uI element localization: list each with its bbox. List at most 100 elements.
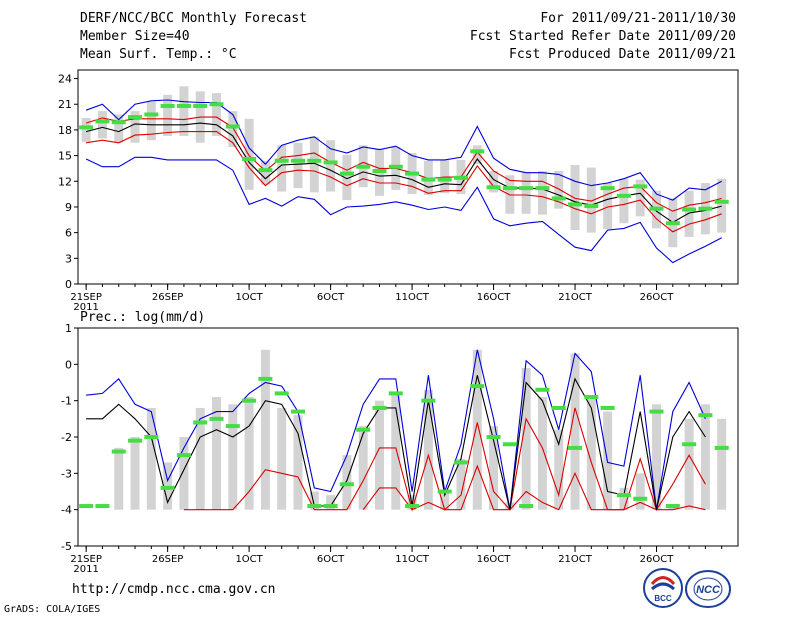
prec-x-tick-label: 21OCT: [558, 554, 593, 565]
prec-median-marker: [291, 409, 305, 414]
ncc-logo: NCC: [685, 570, 731, 608]
temp-spread-box: [586, 167, 596, 233]
prec-spread-box: [684, 418, 694, 510]
temp-y-tick-label: 9: [65, 201, 72, 214]
prec-median-marker: [519, 504, 534, 509]
prec-x-tick-label: 16OCT: [477, 554, 512, 565]
forecast-period: For 2011/09/21-2011/10/30: [540, 11, 736, 26]
temp-x-tick-label: 6OCT: [317, 292, 345, 303]
temp-x-tick-label: 16OCT: [477, 292, 512, 303]
temp-x-tick-label: 21OCT: [558, 292, 593, 303]
ncc-logo-globe: [693, 577, 723, 601]
member-size-label: Member Size=40: [80, 29, 190, 44]
prec-plot-frame: [77, 327, 739, 547]
temp-spread-box: [228, 111, 238, 148]
temp-median-marker: [698, 206, 713, 211]
prec-spread-box: [700, 404, 710, 510]
temp-spread-box: [260, 160, 270, 185]
prec-median-marker: [339, 482, 354, 487]
temp-median-marker: [193, 103, 208, 108]
temp-spread-box: [146, 101, 156, 141]
prec-spread-box: [358, 426, 368, 510]
temp-median-marker: [453, 175, 468, 180]
temp-median-marker: [160, 103, 175, 108]
prec-median-marker: [714, 445, 729, 450]
prec-median-marker: [633, 496, 648, 501]
temp-spread-box: [163, 94, 173, 136]
temp-spread-box: [489, 171, 499, 193]
prec-x-tick-label: 26OCT: [640, 554, 675, 565]
prec-mean-line: [86, 375, 706, 510]
prec-y-tick-label: 1: [65, 322, 72, 335]
temp-spread-box: [570, 165, 580, 231]
temp-x-year-label: 2011: [73, 302, 98, 313]
temp-y-tick-label: 12: [58, 175, 72, 188]
temp-median-marker: [519, 186, 534, 191]
prec-spread-box: [537, 397, 547, 510]
prec-spread-box: [244, 397, 254, 510]
ncc-logo-text: NCC: [696, 584, 721, 596]
temp-median-marker: [225, 124, 240, 129]
prec-median-marker: [584, 395, 599, 400]
temp-median-marker: [405, 171, 420, 176]
prec-median-marker: [225, 424, 240, 429]
prec-lower-line: [362, 464, 706, 511]
bcc-logo-arc-blue: [650, 582, 676, 591]
temp-spread-box: [114, 114, 124, 143]
prec-spread-box: [212, 397, 221, 510]
temp-spread-box: [521, 172, 531, 214]
prec-spread-box: [179, 437, 189, 510]
prec-max-line: [86, 349, 706, 510]
temp-median-marker: [616, 193, 631, 198]
prec-median-marker: [551, 405, 566, 410]
temp-spread-box: [717, 178, 727, 233]
prec-y-tick-label: -1: [61, 395, 72, 408]
prec-spread-box: [326, 495, 336, 510]
temp-median-marker: [323, 160, 338, 165]
prec-x-tick-label: 26SEP: [152, 554, 183, 565]
prec-median-marker: [568, 445, 583, 450]
chart-title: DERF/NCC/BCC Monthly Forecast: [80, 11, 307, 26]
prec-median-marker: [437, 489, 452, 494]
prec-y-tick-label: -3: [61, 467, 72, 480]
temp-median-marker: [339, 171, 354, 176]
temp-median-marker: [714, 199, 729, 204]
prec-median-marker: [160, 485, 175, 490]
temp-spread-box: [212, 93, 221, 136]
temp-median-marker: [388, 164, 403, 169]
prec-x-tick-label: 21SEP: [70, 554, 101, 565]
prec-median-marker: [682, 442, 697, 447]
prec-median-marker: [665, 504, 680, 509]
prec-y-tick-label: -2: [61, 431, 72, 444]
prec-spread-box: [554, 429, 564, 510]
temp-spread-box: [293, 142, 303, 189]
prec-spread-box: [489, 426, 499, 510]
temp-spread-box: [130, 111, 140, 143]
temp-y-tick-label: 6: [65, 227, 72, 240]
prec-x-tick-label: 1OCT: [235, 554, 263, 565]
temp-y-tick-label: 15: [58, 150, 72, 163]
prec-x-year-label: 2011: [73, 564, 98, 575]
temp-median-marker: [437, 177, 452, 182]
temp-median-marker: [584, 204, 599, 209]
prec-x-tick-label: 11OCT: [395, 554, 430, 565]
bcc-logo-text: BCC: [654, 594, 672, 603]
temp-median-marker: [258, 168, 273, 173]
bcc-logo-ring: [643, 568, 683, 608]
temp-median-marker: [242, 157, 257, 162]
temp-median-marker: [682, 207, 697, 212]
temp-median-marker: [600, 186, 615, 191]
temp-x-tick-label: 21SEP: [70, 292, 101, 303]
prec-spread-box: [570, 353, 580, 510]
temp-median-marker: [356, 164, 371, 169]
temp-median-marker: [144, 112, 159, 117]
prec-median-marker: [388, 391, 403, 396]
prec-median-marker: [307, 504, 322, 509]
temp-median-marker: [111, 120, 126, 125]
temp-spread-box: [472, 145, 482, 165]
temp-median-marker: [470, 149, 485, 154]
prec-spread-box: [586, 397, 596, 510]
temp-spread-box: [342, 154, 352, 201]
temp-spread-box: [537, 171, 547, 215]
